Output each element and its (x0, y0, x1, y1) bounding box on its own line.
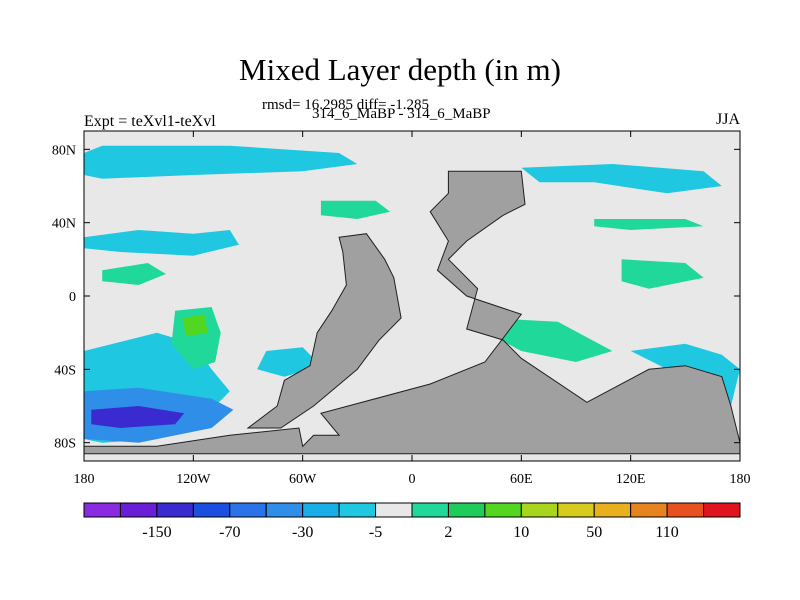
colorbar-label-0: -150 (142, 524, 171, 541)
anomaly-region-5 (521, 164, 722, 194)
x-tick-label-0: 180 (74, 472, 95, 487)
colorbar-swatch-17 (703, 502, 741, 518)
y-tick-label-4: 80S (54, 437, 76, 452)
x-tick-label-2: 60W (289, 472, 317, 487)
y-tick-label-3: 40S (54, 363, 76, 378)
stats-text: rmsd= 16.2985 diff= -1.285 (262, 97, 430, 113)
anomaly-region-11 (484, 318, 613, 362)
x-tick-label-1: 120W (176, 472, 211, 487)
colorbar-swatch-15 (630, 502, 668, 518)
anomaly-region-13 (594, 219, 704, 230)
colorbar-swatch-9 (411, 502, 449, 518)
land-layer (84, 170, 740, 455)
experiment-label: Expt = teXvl1-teXvl (84, 113, 216, 130)
y-axis: 80N 40N 0 40S 80S (52, 143, 740, 452)
anomaly-region-14 (182, 314, 208, 337)
y-tick-label-0: 80N (52, 143, 76, 158)
colorbar-swatch-6 (302, 502, 340, 518)
colorbar-swatch-2 (156, 502, 194, 518)
anomaly-region-0 (84, 145, 358, 179)
colorbar-label-1: -70 (219, 524, 240, 541)
colorbar-swatch-7 (338, 502, 377, 518)
colorbar-label-7: 110 (655, 524, 678, 541)
x-tick-label-6: 180 (730, 472, 751, 487)
anomaly-region-12 (621, 259, 704, 289)
colorbar-swatch-14 (593, 502, 632, 518)
colorbar-swatch-13 (557, 502, 595, 518)
x-axis: 180 120W 60W 0 60E 120E 180 (74, 131, 751, 487)
chart-title: Mixed Layer depth (in m) (239, 52, 561, 87)
anomaly-layer (84, 145, 740, 443)
x-tick-label-3: 0 (409, 472, 416, 487)
anomaly-region-10 (320, 200, 391, 219)
x-tick-label-4: 60E (510, 472, 533, 487)
y-tick-label-2: 0 (69, 290, 76, 305)
colorbar-label-6: 50 (586, 524, 602, 541)
colorbar-label-2: -30 (292, 524, 313, 541)
colorbar-swatch-5 (265, 502, 304, 518)
colorbar-swatch-16 (666, 502, 705, 518)
colorbar-swatch-4 (229, 502, 267, 518)
colorbar-swatch-10 (447, 502, 486, 518)
colorbar-swatch-11 (484, 502, 522, 518)
colorbar-swatch-8 (375, 502, 413, 518)
anomaly-region-7 (91, 406, 185, 428)
land-afro-eurasia (84, 170, 740, 455)
season-label: JJA (715, 111, 740, 128)
colorbar-swatch-12 (520, 502, 559, 518)
chart-subtitle: 314_6_MaBP - 314_6_MaBP (312, 106, 491, 122)
colorbar-swatch-0 (83, 502, 121, 518)
colorbar-swatch-1 (119, 502, 158, 518)
colorbar-label-4: 2 (444, 524, 452, 541)
y-tick-label-1: 40N (52, 217, 76, 232)
colorbar-swatch-3 (192, 502, 231, 518)
land-americas (246, 233, 402, 429)
colorbar: -150 -70 -30 -5 2 10 50 110 (83, 502, 741, 541)
x-tick-label-5: 120E (616, 472, 646, 487)
anomaly-region-1 (84, 230, 239, 256)
anomaly-region-9 (102, 263, 166, 285)
colorbar-label-3: -5 (369, 524, 382, 541)
colorbar-label-5: 10 (513, 524, 529, 541)
